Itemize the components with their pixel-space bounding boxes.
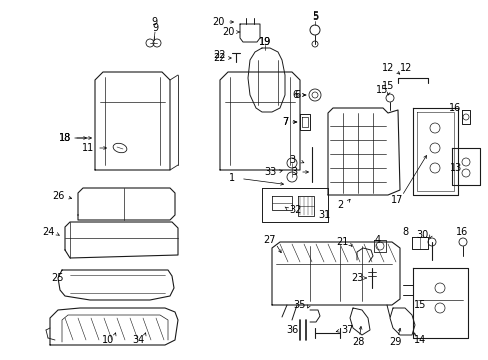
Text: 20: 20 <box>211 17 224 27</box>
Text: 18: 18 <box>59 133 71 143</box>
Text: 12: 12 <box>381 63 393 73</box>
Text: 20: 20 <box>222 27 234 37</box>
Text: 6: 6 <box>291 90 298 100</box>
Text: 10: 10 <box>102 335 114 345</box>
Text: 23: 23 <box>350 273 363 283</box>
Text: 25: 25 <box>52 273 64 283</box>
Text: 15: 15 <box>381 81 393 91</box>
Text: 17: 17 <box>390 195 403 205</box>
Text: 36: 36 <box>285 325 298 335</box>
Text: 22: 22 <box>213 53 226 63</box>
Text: 21: 21 <box>335 237 347 247</box>
Text: 30: 30 <box>415 230 427 240</box>
Text: 26: 26 <box>52 191 64 201</box>
Text: 3: 3 <box>288 155 294 165</box>
Text: 9: 9 <box>152 23 158 33</box>
Text: 9: 9 <box>151 17 157 27</box>
Text: 24: 24 <box>42 227 54 237</box>
Text: 13: 13 <box>449 163 461 173</box>
Text: 34: 34 <box>132 335 144 345</box>
Text: 18: 18 <box>59 133 71 143</box>
Text: 6: 6 <box>293 90 300 100</box>
Text: 1: 1 <box>228 173 235 183</box>
Text: 27: 27 <box>263 235 276 245</box>
Text: 4: 4 <box>374 235 380 245</box>
Text: 2: 2 <box>336 200 343 210</box>
Text: 15: 15 <box>413 300 426 310</box>
Text: 7: 7 <box>281 117 287 127</box>
Text: 33: 33 <box>264 167 276 177</box>
Text: 7: 7 <box>281 117 287 127</box>
Text: 3: 3 <box>290 167 296 177</box>
Text: 37: 37 <box>341 325 353 335</box>
Text: 8: 8 <box>401 227 407 237</box>
Text: 12: 12 <box>399 63 411 73</box>
Text: 28: 28 <box>351 337 364 347</box>
Text: 16: 16 <box>455 227 467 237</box>
Text: 29: 29 <box>388 337 400 347</box>
Text: 19: 19 <box>258 37 270 47</box>
Text: 31: 31 <box>317 210 329 220</box>
Text: 35: 35 <box>293 300 305 310</box>
Text: 32: 32 <box>289 205 302 215</box>
Text: 5: 5 <box>311 12 318 22</box>
Text: 14: 14 <box>413 335 425 345</box>
Text: 11: 11 <box>81 143 94 153</box>
Text: 19: 19 <box>258 37 270 47</box>
Text: 15: 15 <box>375 85 387 95</box>
Text: 16: 16 <box>448 103 460 113</box>
Text: 5: 5 <box>311 11 318 21</box>
Text: 22: 22 <box>213 50 226 60</box>
